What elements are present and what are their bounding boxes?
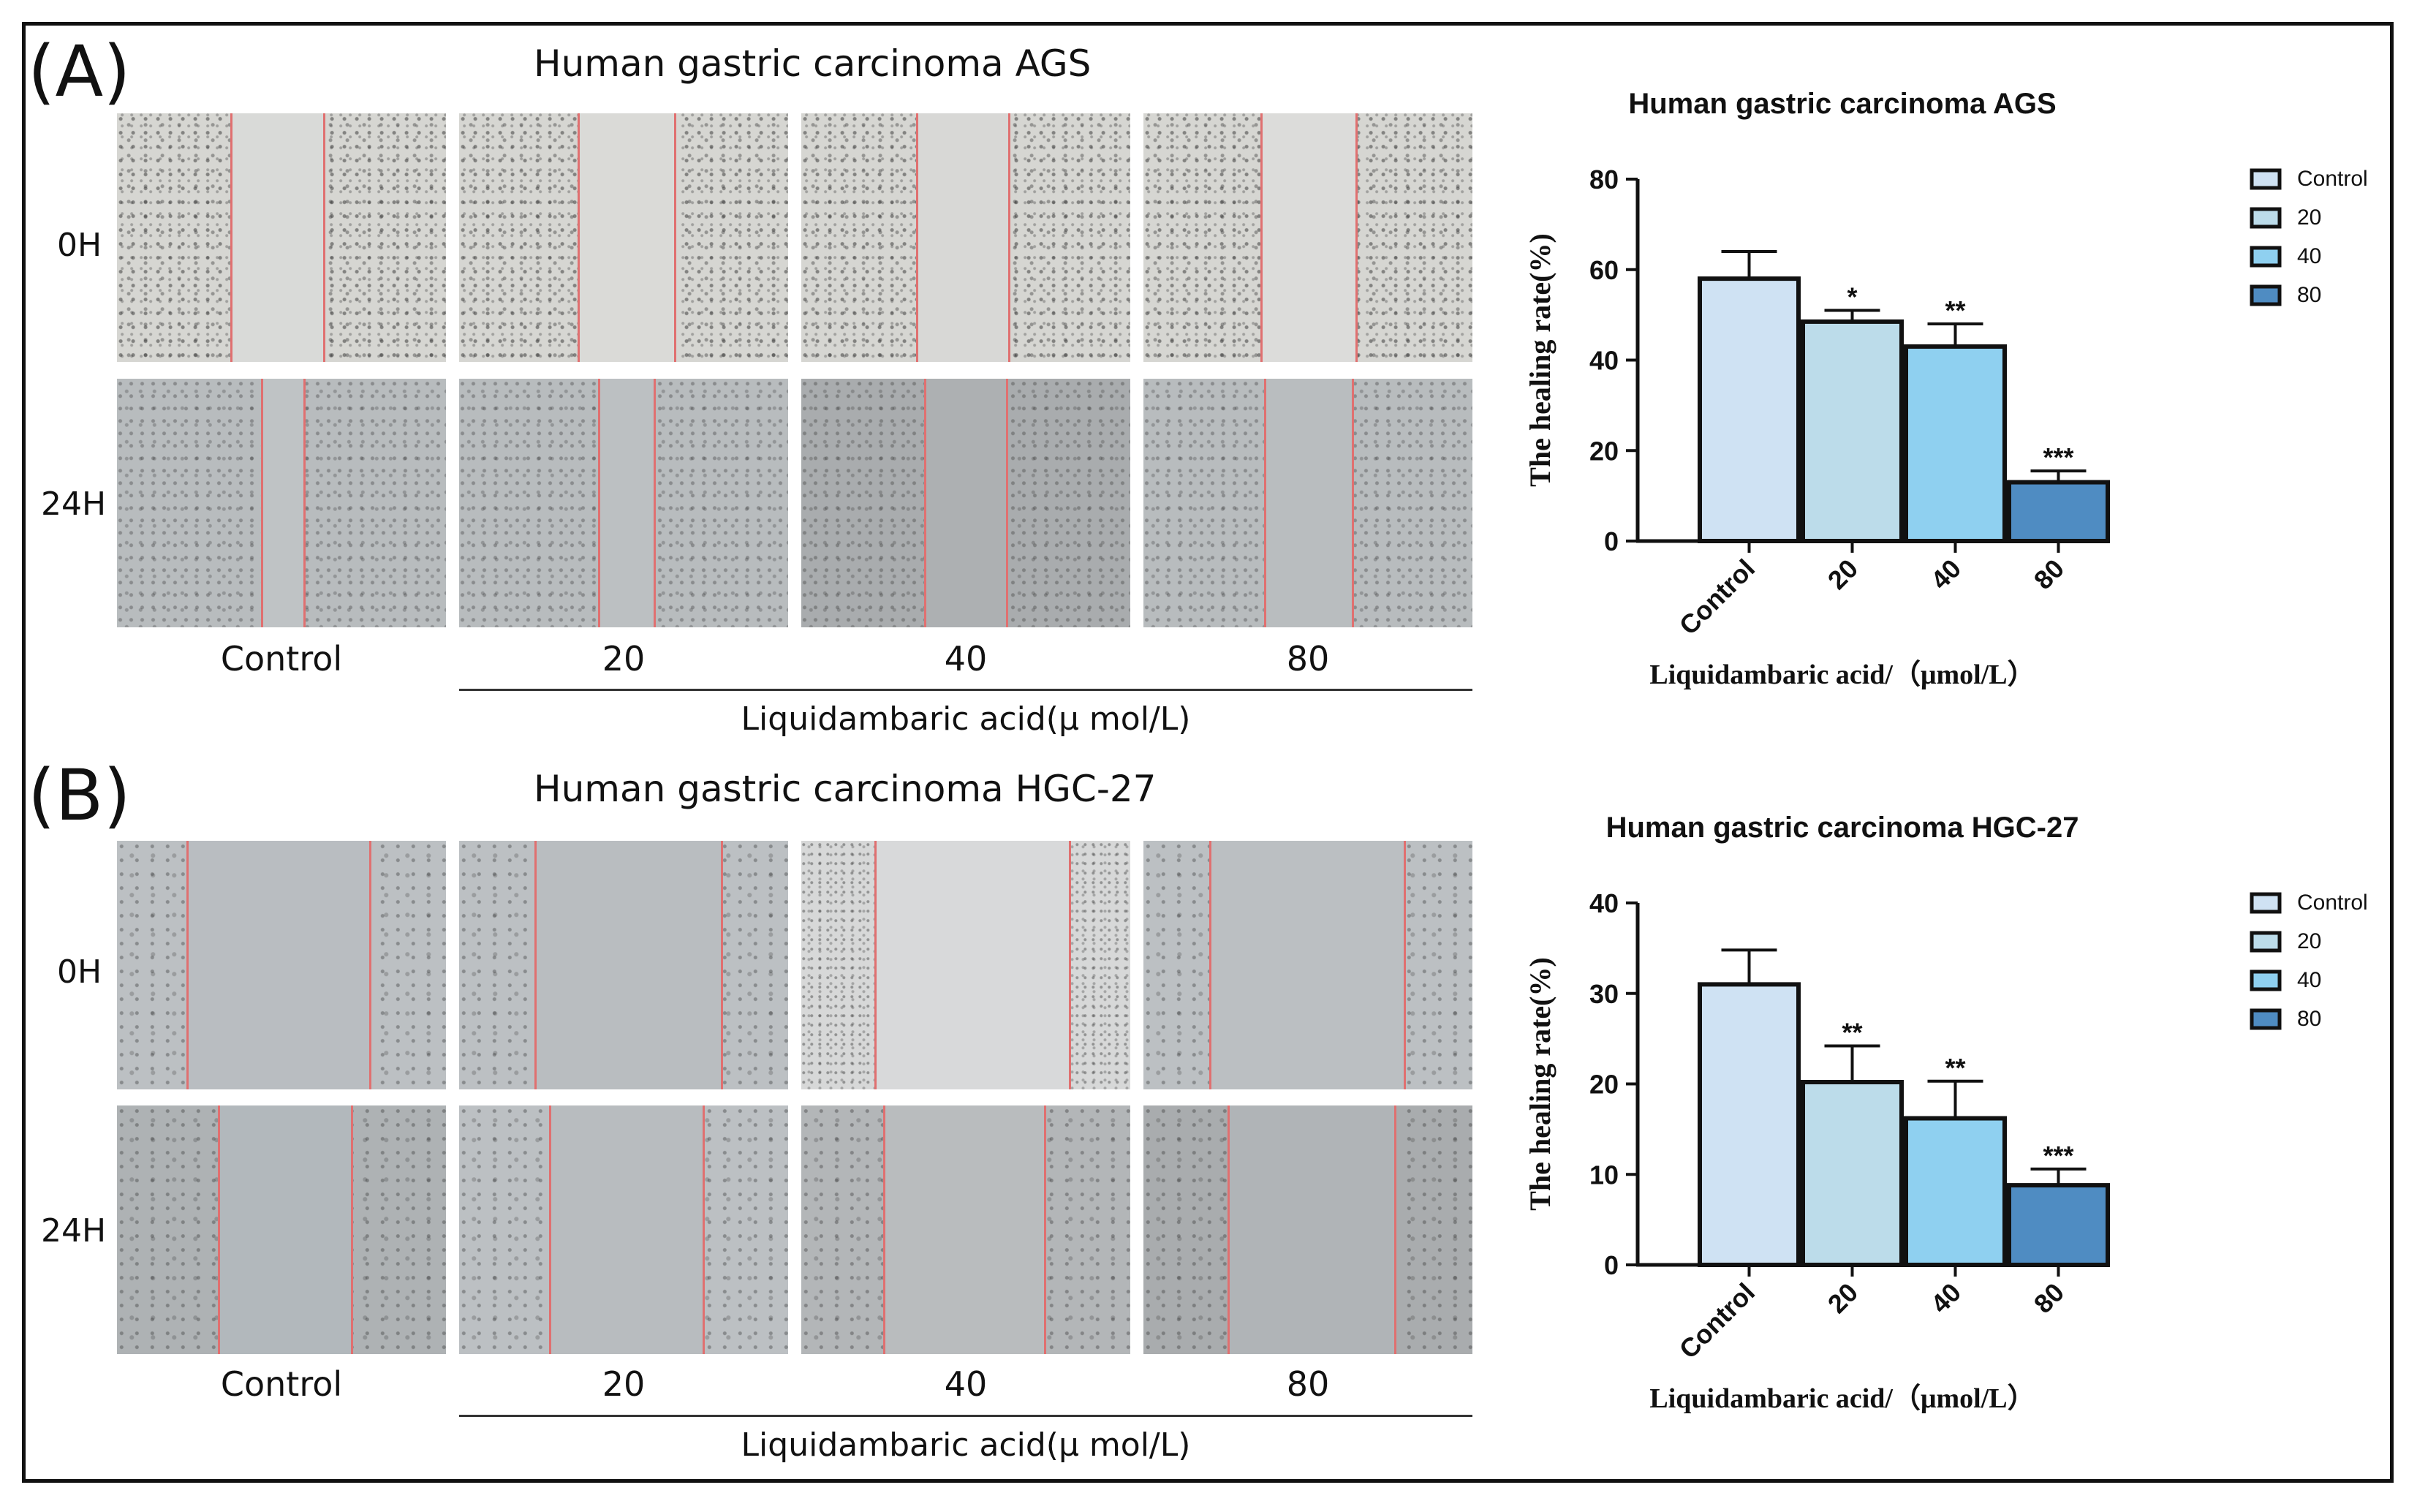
panel-b-title: Human gastric carcinoma HGC-27 xyxy=(534,768,1157,810)
panel-a-row-0h: 0H xyxy=(57,227,102,264)
ags-chart-y-tick-label: 40 xyxy=(1589,346,1619,376)
ags-chart-legend-swatch-20 xyxy=(2250,207,2282,229)
hgc27-chart-legend-label-20: 20 xyxy=(2297,929,2321,953)
ags-chart-legend-swatch-80 xyxy=(2250,284,2282,306)
micrograph-ags-24h-40 xyxy=(801,379,1130,627)
hgc27-chart-y-tick-label: 30 xyxy=(1589,979,1619,1009)
ags-chart-bar-Control xyxy=(1698,276,1801,543)
micrograph-hgc-0h-40 xyxy=(801,841,1130,1089)
hgc27-chart-y-tick-label: 20 xyxy=(1589,1070,1619,1100)
hgc27-chart-x-tick-label: 80 xyxy=(2028,1277,2070,1319)
ags-chart-y-tick-label: 0 xyxy=(1604,526,1619,556)
ags-chart-significance-40: ** xyxy=(1945,295,1965,325)
panel-a-col-80: 80 xyxy=(1286,639,1330,678)
ags-chart-significance-20: * xyxy=(1847,281,1857,311)
ags-chart-y-tick-label: 80 xyxy=(1589,165,1619,194)
panel-b-letter: (B) xyxy=(28,755,131,836)
hgc27-chart-x-tick-label: 40 xyxy=(1925,1277,1967,1319)
micrograph-ags-0h-control xyxy=(117,113,446,362)
hgc27-chart-y-tick-label: 40 xyxy=(1589,888,1619,918)
hgc27-chart-legend-label-80: 80 xyxy=(2297,1007,2321,1031)
ags-chart-bar-20 xyxy=(1801,319,1904,543)
figure-frame xyxy=(22,22,2394,1483)
hgc27-chart-bar-40 xyxy=(1904,1116,2007,1267)
panel-b-col-40: 40 xyxy=(944,1364,988,1404)
ags-chart-legend-swatch-40 xyxy=(2250,246,2282,268)
micrograph-ags-0h-40 xyxy=(801,113,1130,362)
hgc27-chart-y-tick-label: 0 xyxy=(1604,1250,1619,1280)
ags-chart-x-tick-label: 40 xyxy=(1925,553,1967,595)
panel-b-row-0h: 0H xyxy=(57,953,102,991)
hgc27-chart-legend-label-Control: Control xyxy=(2297,891,2368,915)
panel-b-treatment-bracket xyxy=(459,1415,1472,1417)
ags-chart-x-label: Liquidambaric acid/（μmol/L） xyxy=(1649,659,2035,690)
panel-b-col-20: 20 xyxy=(602,1364,646,1404)
panel-b-x-caption: Liquidambaric acid(μ mol/L) xyxy=(741,1426,1191,1464)
panel-a-col-40: 40 xyxy=(944,639,988,678)
hgc27-chart-legend-swatch-20 xyxy=(2250,931,2282,953)
hgc27-chart-bar-Control xyxy=(1698,982,1801,1267)
hgc27-chart-bar-20 xyxy=(1801,1080,1904,1267)
micrograph-ags-24h-80 xyxy=(1143,379,1472,627)
hgc27-chart-x-tick-label: 20 xyxy=(1822,1277,1864,1319)
panel-a-col-control: Control xyxy=(220,639,343,678)
hgc27-chart-bar-80 xyxy=(2007,1183,2110,1267)
hgc27-chart-significance-80: *** xyxy=(2043,1141,2073,1171)
panel-a-title: Human gastric carcinoma AGS xyxy=(534,42,1092,85)
hgc27-chart-legend-swatch-40 xyxy=(2250,969,2282,991)
ags-chart-x-tick-label: Control xyxy=(1673,553,1760,640)
bar-chart-ags: Human gastric carcinoma AGS 0 20 40 60 80 The … xyxy=(1524,88,2368,690)
hgc27-chart-legend-label-40: 40 xyxy=(2297,968,2321,992)
ags-chart-y-label: The healing rate(%) xyxy=(1524,233,1557,487)
ags-chart-x-tick-label: 20 xyxy=(1822,553,1864,595)
bar-chart-hgc27: Human gastric carcinoma HGC-27 0 10 20 30 40 T… xyxy=(1524,812,2368,1414)
hgc27-chart-y-tick-label: 10 xyxy=(1589,1160,1619,1190)
panel-a-row-24h: 24H xyxy=(41,485,107,523)
micrograph-ags-24h-control xyxy=(117,379,446,627)
ags-chart-bar-40 xyxy=(1904,344,2007,543)
panel-a-treatment-bracket xyxy=(459,689,1472,691)
hgc27-chart-x-label: Liquidambaric acid/（μmol/L） xyxy=(1649,1383,2035,1414)
micrograph-hgc-24h-40 xyxy=(801,1105,1130,1354)
ags-chart-y-tick-label: 20 xyxy=(1589,436,1619,466)
micrograph-ags-24h-20 xyxy=(459,379,788,627)
ags-chart-legend-label-Control: Control xyxy=(2297,167,2368,191)
ags-chart-legend-label-80: 80 xyxy=(2297,283,2321,307)
ags-chart-legend-swatch-Control xyxy=(2250,168,2282,190)
micrograph-hgc-24h-80 xyxy=(1143,1105,1472,1354)
ags-chart-x-tick-label: 80 xyxy=(2028,553,2070,595)
panel-a-col-20: 20 xyxy=(602,639,646,678)
ags-chart-legend-label-40: 40 xyxy=(2297,244,2321,268)
micrograph-hgc-24h-20 xyxy=(459,1105,788,1354)
micrograph-ags-0h-80 xyxy=(1143,113,1472,362)
panel-b-row-24h: 24H xyxy=(41,1212,107,1250)
panel-a-letter: (A) xyxy=(28,31,131,113)
ags-chart-bar-80 xyxy=(2007,480,2110,543)
ags-chart-title: Human gastric carcinoma AGS xyxy=(1628,88,2056,120)
ags-chart-legend-label-20: 20 xyxy=(2297,205,2321,230)
panel-b-col-control: Control xyxy=(220,1364,343,1404)
hgc27-chart-significance-40: ** xyxy=(1945,1053,1965,1083)
hgc27-chart-y-label: The healing rate(%) xyxy=(1524,957,1557,1211)
micrograph-hgc-0h-control xyxy=(117,841,446,1089)
hgc27-chart-legend-swatch-80 xyxy=(2250,1008,2282,1030)
ags-chart-significance-80: *** xyxy=(2043,442,2073,472)
hgc27-chart-legend-swatch-Control xyxy=(2250,892,2282,914)
micrograph-ags-0h-20 xyxy=(459,113,788,362)
hgc27-chart-x-tick-label: Control xyxy=(1673,1277,1760,1364)
hgc27-chart-significance-20: ** xyxy=(1842,1018,1862,1048)
micrograph-hgc-0h-80 xyxy=(1143,841,1472,1089)
panel-a-x-caption: Liquidambaric acid(μ mol/L) xyxy=(741,700,1191,738)
micrograph-hgc-0h-20 xyxy=(459,841,788,1089)
ags-chart-y-tick-label: 60 xyxy=(1589,255,1619,285)
panel-b-col-80: 80 xyxy=(1286,1364,1330,1404)
micrograph-hgc-24h-control xyxy=(117,1105,446,1354)
hgc27-chart-title: Human gastric carcinoma HGC-27 xyxy=(1606,812,2079,844)
